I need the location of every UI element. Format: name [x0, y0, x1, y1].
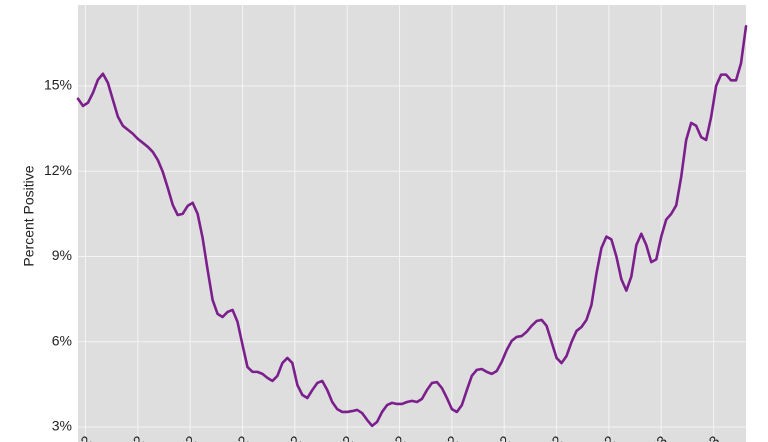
- x-tick-label: 23: [648, 432, 670, 442]
- data-line: [76, 25, 748, 428]
- x-tick-label: 22: [281, 432, 303, 442]
- x-tick-label: 22: [595, 432, 617, 442]
- x-tick-label: 22: [72, 432, 94, 442]
- x-tick-label: 22: [229, 432, 251, 442]
- x-tick-label: 22: [543, 432, 565, 442]
- x-tick-label: 22: [177, 432, 199, 442]
- x-tick-label: 22: [438, 432, 460, 442]
- y-tick-label: 12%: [44, 162, 72, 178]
- y-tick-label: 15%: [44, 77, 72, 93]
- y-axis-label: Percent Positive: [21, 165, 37, 266]
- x-tick-label: 23: [700, 432, 722, 442]
- x-tick-label: 22: [124, 432, 146, 442]
- y-tick-label: 6%: [52, 332, 72, 348]
- x-tick-label: 22: [386, 432, 408, 442]
- plot-background: [78, 5, 746, 442]
- y-tick-label: 9%: [52, 247, 72, 263]
- y-tick-label: 3%: [52, 418, 72, 434]
- x-tick-label: 22: [334, 432, 356, 442]
- x-tick-label: 22: [491, 432, 513, 442]
